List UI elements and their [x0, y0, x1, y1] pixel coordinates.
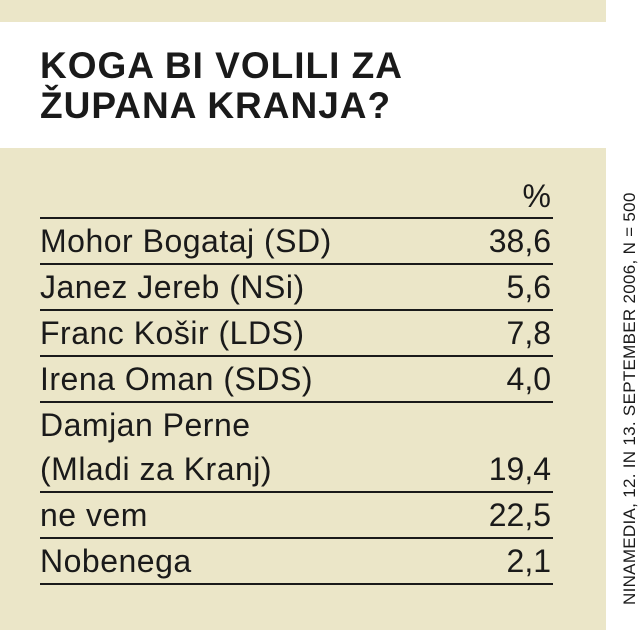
- top-band: [0, 0, 606, 22]
- table-row: Damjan Perne (Mladi za Kranj) 19,4: [40, 401, 553, 491]
- table-rows: Mohor Bogataj (SD) 38,6 Janez Jereb (NSi) 5…: [40, 217, 553, 585]
- table-row: Nobenega 2,1: [40, 537, 553, 585]
- candidate-label: Franc Košir (LDS): [40, 315, 305, 351]
- percent-value: 7,8: [506, 315, 551, 351]
- percent-header: %: [522, 178, 551, 214]
- percent-value: 22,5: [488, 497, 551, 533]
- chart-title: KOGA BI VOLILI ZA ŽUPANA KRANJA?: [40, 45, 404, 126]
- candidate-label: ne vem: [40, 497, 148, 533]
- table-row: Irena Oman (SDS) 4,0: [40, 355, 553, 401]
- table-row: ne vem 22,5: [40, 491, 553, 537]
- candidate-label: Damjan Perne (Mladi za Kranj): [40, 407, 273, 487]
- percent-value: 38,6: [488, 223, 551, 259]
- table-row: Mohor Bogataj (SD) 38,6: [40, 217, 553, 263]
- table-row: Janez Jereb (NSi) 5,6: [40, 263, 553, 309]
- percent-value: 4,0: [506, 361, 551, 397]
- percent-value: 5,6: [506, 269, 551, 305]
- table-row: Franc Košir (LDS) 7,8: [40, 309, 553, 355]
- percent-value: 2,1: [506, 543, 551, 579]
- data-table: % Mohor Bogataj (SD) 38,6 Janez Jereb (NSi…: [40, 175, 553, 585]
- percent-value: 19,4: [488, 451, 551, 487]
- candidate-label: Irena Oman (SDS): [40, 361, 313, 397]
- candidate-label: Nobenega: [40, 543, 192, 579]
- table-panel: [0, 148, 606, 630]
- candidate-label: Janez Jereb (NSi): [40, 269, 305, 305]
- source-note: NINAMEDIA, 12. IN 13. SEPTEMBER 2006, N …: [620, 192, 639, 605]
- candidate-label: Mohor Bogataj (SD): [40, 223, 332, 259]
